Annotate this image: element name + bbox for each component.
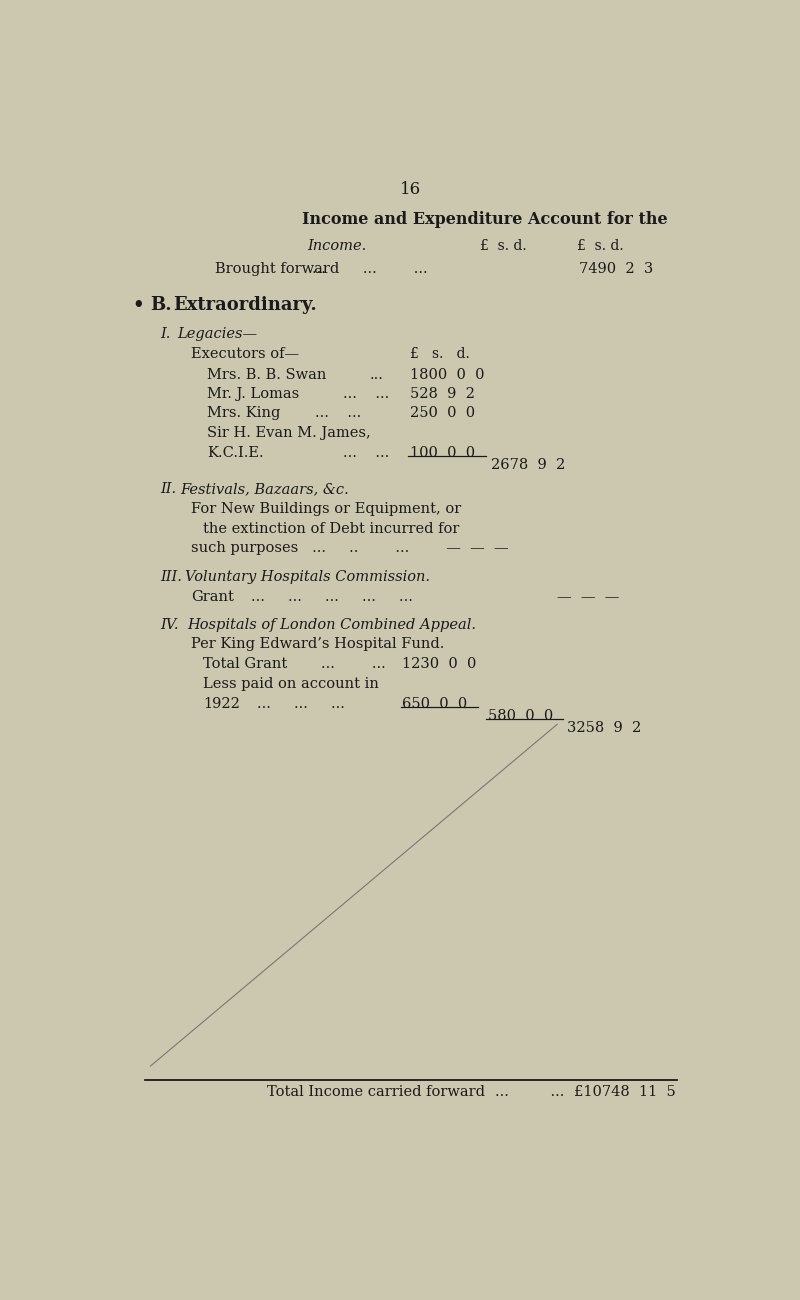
Text: Mrs. B. B. Swan: Mrs. B. B. Swan (207, 368, 326, 382)
Text: Income and Expenditure Account for the: Income and Expenditure Account for the (302, 212, 667, 229)
Text: 16: 16 (399, 181, 421, 198)
Text: 1922: 1922 (203, 697, 240, 711)
Text: the extinction of Debt incurred for: the extinction of Debt incurred for (203, 521, 459, 536)
Text: Per King Edward’s Hospital Fund.: Per King Edward’s Hospital Fund. (191, 637, 445, 651)
Text: •: • (133, 296, 144, 315)
Text: Executors of—: Executors of— (191, 347, 299, 361)
Text: Extraordinary.: Extraordinary. (174, 296, 318, 315)
Text: ...     ...     ...: ... ... ... (258, 697, 346, 711)
Text: Hospitals of London Combined Appeal.: Hospitals of London Combined Appeal. (187, 618, 477, 632)
Text: ...        ...        ...: ... ... ... (311, 263, 427, 277)
Text: II.: II. (161, 482, 177, 497)
Text: Mr. J. Lomas: Mr. J. Lomas (207, 387, 299, 400)
Text: For New Buildings or Equipment, or: For New Buildings or Equipment, or (191, 503, 462, 516)
Text: ...        ...: ... ... (321, 658, 386, 671)
Text: ...    ...: ... ... (315, 406, 362, 420)
Text: 250  0  0: 250 0 0 (410, 406, 475, 420)
Text: I.: I. (161, 326, 171, 341)
Text: 2678  9  2: 2678 9 2 (491, 458, 566, 472)
Text: Voluntary Hospitals Commission.: Voluntary Hospitals Commission. (186, 571, 430, 584)
Text: 3258  9  2: 3258 9 2 (566, 722, 641, 736)
Text: ...         ...: ... ... (495, 1086, 565, 1100)
Text: £  s. d.: £ s. d. (480, 239, 526, 254)
Text: B.: B. (150, 296, 172, 315)
Text: —  —  —: — — — (558, 589, 620, 603)
Text: Mrs. King: Mrs. King (207, 406, 280, 420)
Text: 1800  0  0: 1800 0 0 (410, 368, 485, 382)
Text: £10748  11  5: £10748 11 5 (574, 1086, 676, 1100)
Text: ...: ... (370, 368, 383, 382)
Text: ...     ...     ...     ...     ...: ... ... ... ... ... (251, 589, 413, 603)
Text: 7490  2  3: 7490 2 3 (579, 263, 654, 277)
Text: Grant: Grant (191, 589, 234, 603)
Text: Brought forward: Brought forward (214, 263, 339, 277)
Text: Festivals, Bazaars, &c.: Festivals, Bazaars, &c. (180, 482, 349, 497)
Text: Less paid on account in: Less paid on account in (203, 676, 379, 690)
Text: Total Income carried forward: Total Income carried forward (266, 1086, 485, 1100)
Text: such purposes   ...     ..        ...        —  —  —: such purposes ... .. ... — — — (191, 541, 509, 555)
Text: IV.: IV. (161, 618, 179, 632)
Text: ...    ...: ... ... (342, 387, 389, 400)
Text: £   s.   d.: £ s. d. (410, 347, 470, 361)
Text: £  s. d.: £ s. d. (577, 239, 623, 254)
Text: Income.: Income. (308, 239, 367, 254)
Text: ...    ...: ... ... (342, 446, 389, 459)
Text: 100  0  0: 100 0 0 (410, 446, 475, 459)
Text: Sir H. Evan M. James,: Sir H. Evan M. James, (207, 425, 370, 439)
Text: Total Grant: Total Grant (203, 658, 287, 671)
Text: 1230  0  0: 1230 0 0 (402, 658, 477, 671)
Text: Legacies—: Legacies— (178, 326, 258, 341)
Text: 650  0  0: 650 0 0 (402, 697, 467, 711)
Text: III.: III. (161, 571, 182, 584)
Text: 528  9  2: 528 9 2 (410, 387, 475, 400)
Text: 580  0  0: 580 0 0 (487, 708, 553, 723)
Text: K.C.I.E.: K.C.I.E. (207, 446, 263, 459)
